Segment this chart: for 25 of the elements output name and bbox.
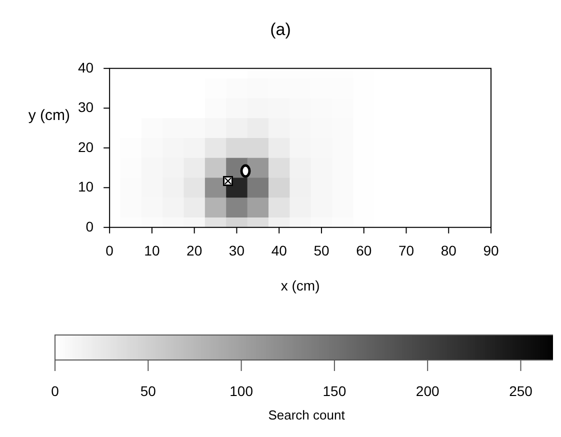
y-tick-label: 10: [78, 178, 94, 195]
x-tick-label: 80: [440, 242, 457, 259]
x-tick-label: 0: [106, 242, 114, 259]
color-bar-label: 50: [140, 382, 156, 399]
x-tick-label: 50: [314, 242, 330, 259]
x-tick-label: 70: [398, 242, 414, 259]
chart-title: (a): [270, 20, 291, 39]
x-tick-label: 60: [356, 242, 372, 259]
x-axis-title: x (cm): [280, 277, 320, 294]
x-tick-label: 20: [186, 242, 202, 259]
x-tick-label: 30: [228, 242, 245, 259]
color-bar-label: 100: [230, 382, 254, 399]
color-bar-label: 250: [509, 382, 533, 399]
y-tick-label: 0: [86, 218, 94, 234]
x-tick-label: 90: [483, 242, 499, 259]
color-bar-label: 200: [416, 382, 440, 399]
color-bar-label: 0: [51, 382, 60, 399]
x-tick-label: 40: [271, 242, 288, 259]
color-bar-title: Search count: [268, 408, 346, 423]
y-axis-title: y (cm): [28, 107, 70, 124]
x-tick-label: 10: [144, 242, 160, 259]
y-tick-label: 40: [78, 59, 94, 76]
y-tick-label: 20: [78, 138, 94, 155]
y-tick-label: 30: [78, 99, 94, 116]
color-bar-label: 150: [322, 382, 346, 399]
